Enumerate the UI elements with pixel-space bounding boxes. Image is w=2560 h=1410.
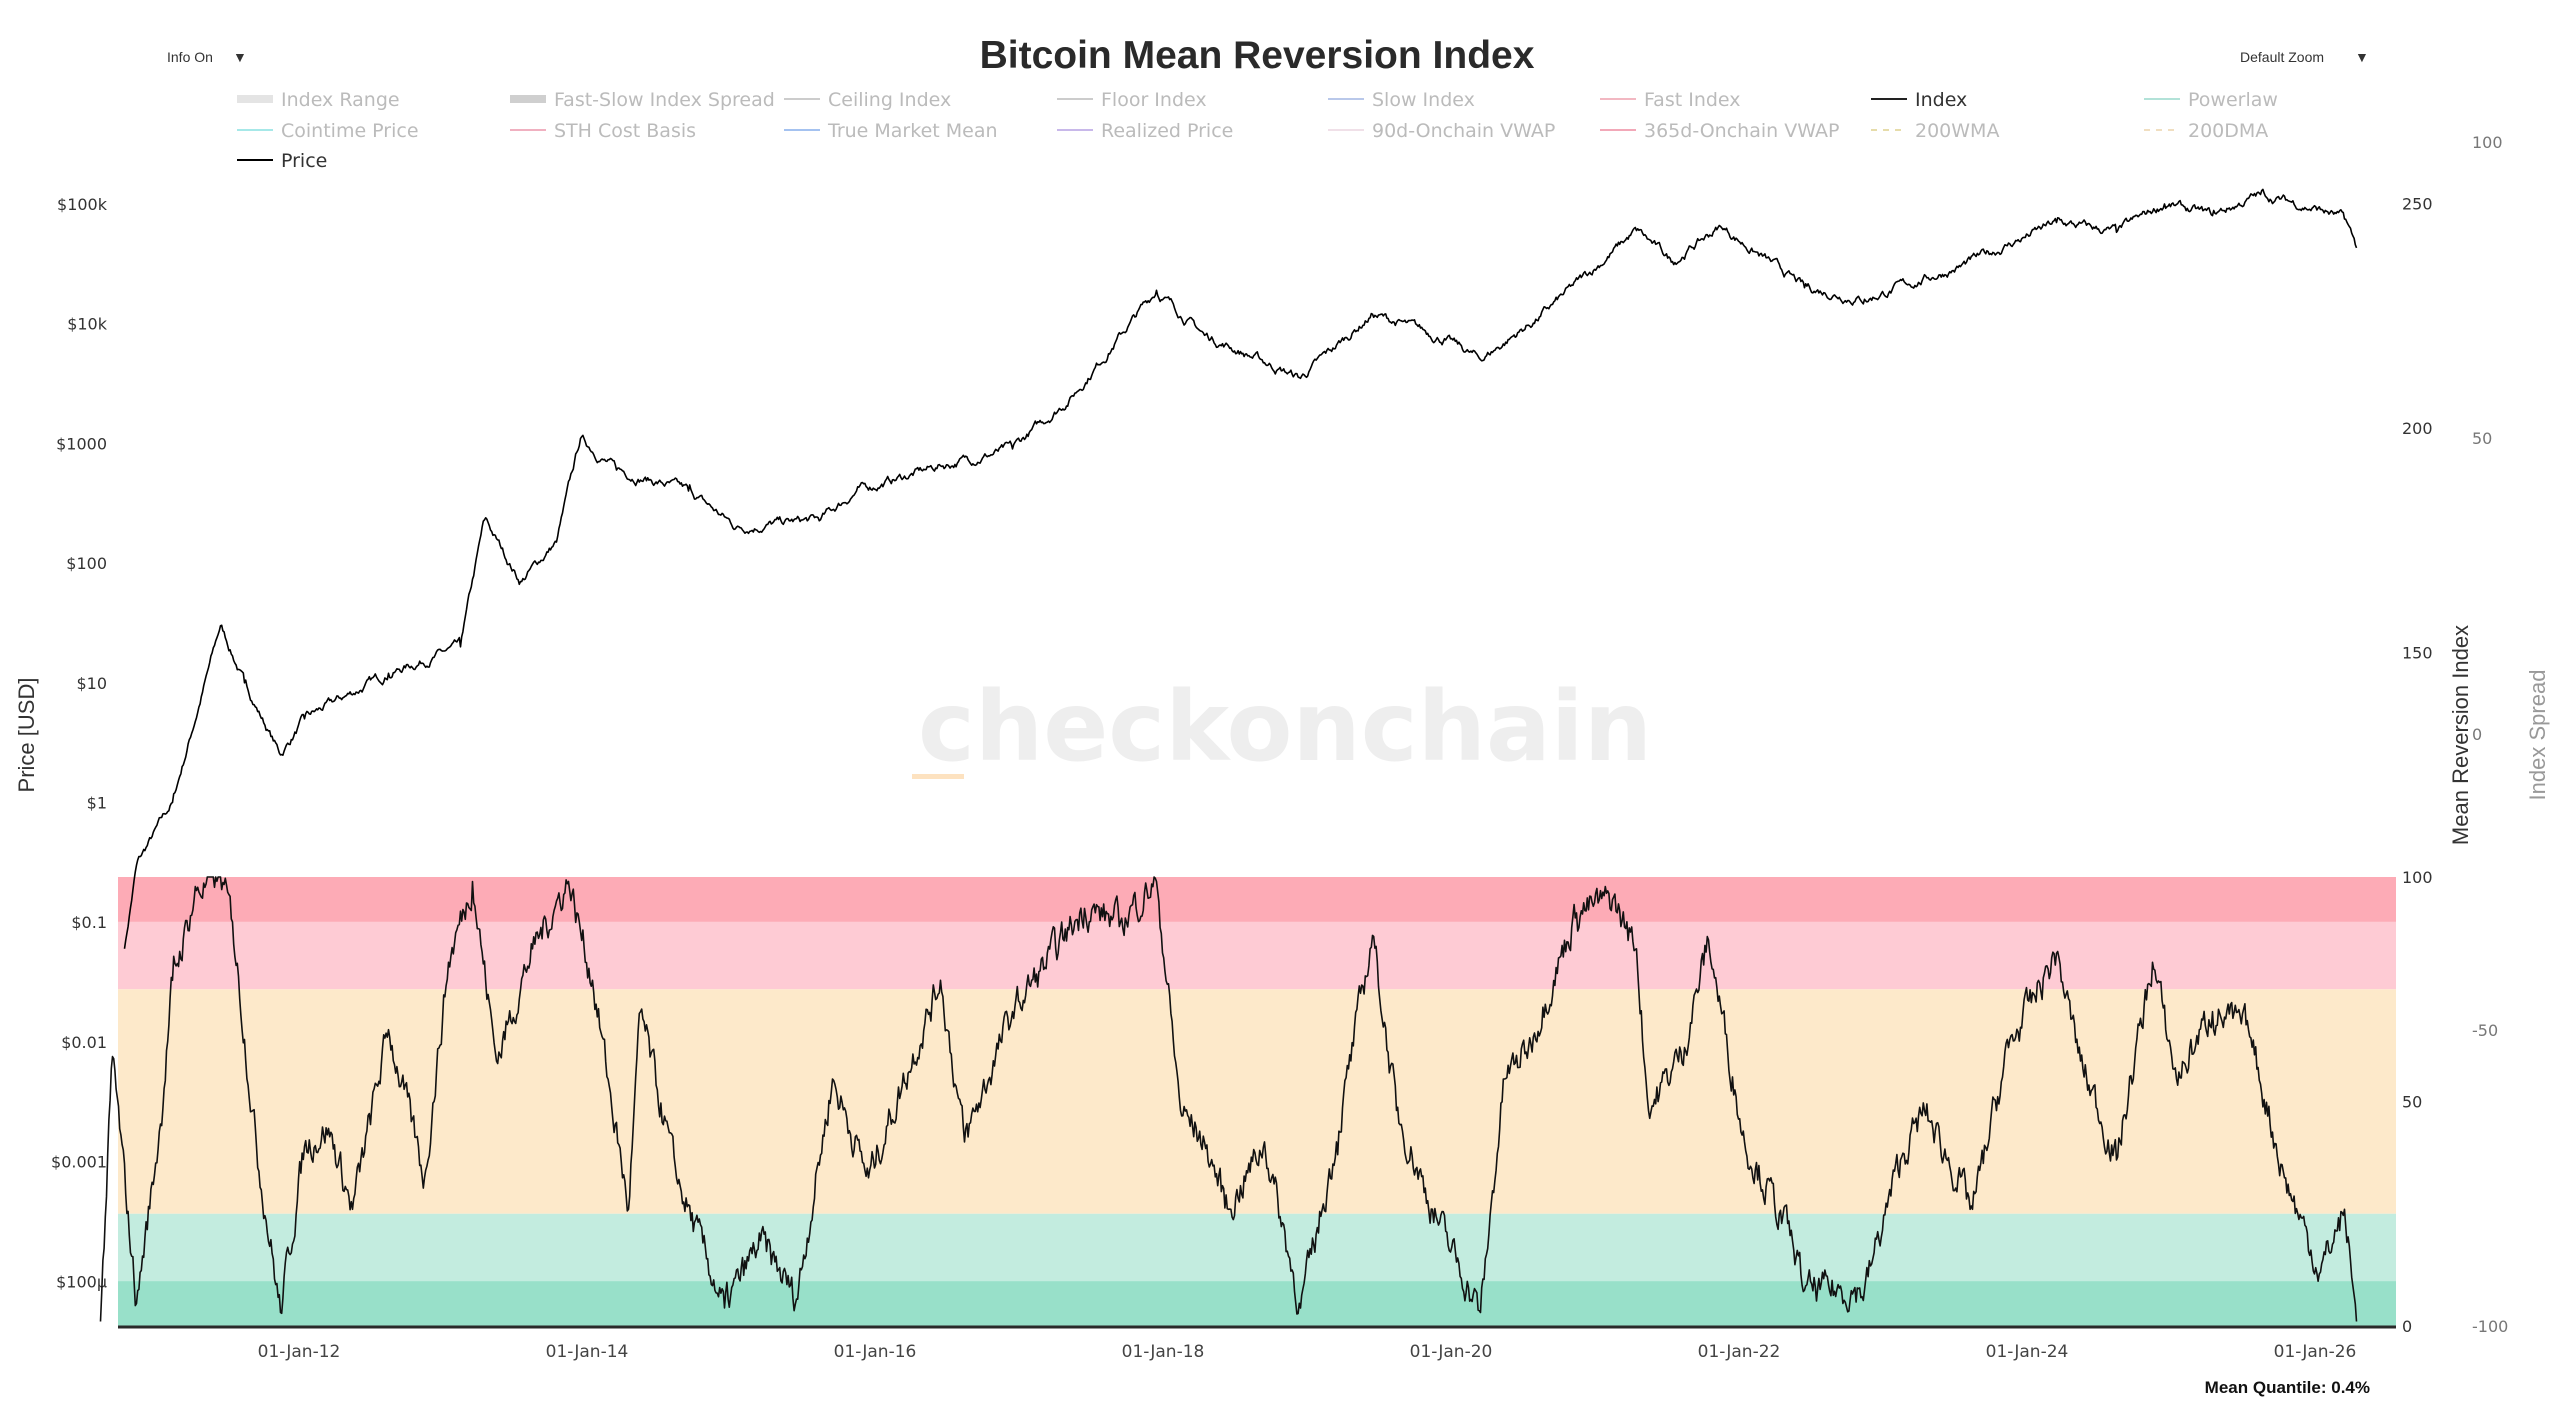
right-tick-label: 200 bbox=[2402, 419, 2433, 438]
left-tick-label: $0.001 bbox=[51, 1153, 107, 1172]
legend-item-floor-index[interactable]: Floor Index bbox=[1057, 89, 1207, 111]
legend-label: Index bbox=[1915, 89, 1967, 111]
band-75-90 bbox=[118, 921, 2396, 990]
left-tick-label: $100 bbox=[66, 554, 107, 573]
legend-item-90d-onchain-vwap[interactable]: 90d-Onchain VWAP bbox=[1328, 120, 1555, 142]
chevron-down-icon: ▼ bbox=[2355, 49, 2369, 65]
legend-label: STH Cost Basis bbox=[554, 120, 696, 142]
info-toggle-dropdown[interactable]: Info On ▼ bbox=[167, 49, 247, 65]
band-10-25 bbox=[118, 1213, 2396, 1282]
band-90-100 bbox=[118, 877, 2396, 922]
legend-label: Realized Price bbox=[1101, 120, 1233, 142]
x-tick-label: 01-Jan-26 bbox=[2274, 1342, 2357, 1362]
x-tick-label: 01-Jan-22 bbox=[1698, 1342, 1781, 1362]
chart-title: Bitcoin Mean Reversion Index bbox=[980, 34, 1535, 77]
price-series-line bbox=[123, 188, 2358, 949]
right-tick-label: 250 bbox=[2402, 195, 2433, 214]
x-tick-label: 01-Jan-16 bbox=[834, 1342, 917, 1362]
left-tick-label: $1 bbox=[87, 794, 107, 813]
left-tick-label: $100µ bbox=[56, 1272, 107, 1291]
zoom-select-dropdown[interactable]: Default Zoom ▼ bbox=[2240, 49, 2369, 65]
left-tick-label: $10 bbox=[76, 674, 107, 693]
info-toggle-label: Info On bbox=[167, 49, 213, 65]
spread-tick-label: -100 bbox=[2472, 1317, 2508, 1336]
spread-tick-label: 0 bbox=[2472, 725, 2482, 744]
spread-tick-label: -50 bbox=[2472, 1021, 2498, 1040]
legend-item-index[interactable]: Index bbox=[1871, 89, 1967, 111]
legend-item-true-market-mean[interactable]: True Market Mean bbox=[784, 120, 998, 142]
legend-label: Powerlaw bbox=[2188, 89, 2278, 111]
legend-label: Index Range bbox=[281, 89, 400, 111]
legend-label: 365d-Onchain VWAP bbox=[1644, 120, 1839, 142]
x-tick-label: 01-Jan-20 bbox=[1410, 1342, 1493, 1362]
band-0-10 bbox=[118, 1281, 2396, 1326]
x-tick-label: 01-Jan-24 bbox=[1986, 1342, 2069, 1362]
legend-item-fast-slow-index-spread[interactable]: Fast-Slow Index Spread bbox=[510, 89, 775, 111]
legend-item-realized-price[interactable]: Realized Price bbox=[1057, 120, 1233, 142]
legend-swatch bbox=[237, 95, 273, 103]
legend-item-cointime-price[interactable]: Cointime Price bbox=[237, 120, 419, 142]
legend-label: Fast-Slow Index Spread bbox=[554, 89, 775, 111]
legend-label: True Market Mean bbox=[827, 120, 998, 142]
legend-label: Slow Index bbox=[1372, 89, 1475, 111]
spread-tick-label: 50 bbox=[2472, 429, 2492, 448]
x-tick-label: 01-Jan-18 bbox=[1122, 1342, 1205, 1362]
index-series-line bbox=[99, 876, 2358, 1322]
legend-item-index-range[interactable]: Index Range bbox=[237, 89, 400, 111]
left-tick-label: $100k bbox=[57, 195, 108, 214]
legend-item-200dma[interactable]: 200DMA bbox=[2144, 120, 2268, 142]
spread-tick-label: 100 bbox=[2472, 133, 2503, 152]
series-layer bbox=[99, 188, 2358, 1322]
legend: Index Range Fast-Slow Index Spread Ceiling… bbox=[237, 89, 2278, 172]
spread-axis-title: Index Spread bbox=[2525, 670, 2550, 801]
band-25-75 bbox=[118, 989, 2396, 1214]
legend-item-powerlaw[interactable]: Powerlaw bbox=[2144, 89, 2278, 111]
left-tick-label: $1000 bbox=[56, 434, 107, 453]
left-tick-label: $0.1 bbox=[71, 913, 107, 932]
legend-item-sth-cost-basis[interactable]: STH Cost Basis bbox=[510, 120, 696, 142]
chevron-down-icon: ▼ bbox=[233, 49, 247, 65]
right-tick-label: 50 bbox=[2402, 1093, 2422, 1112]
left-tick-label: $10k bbox=[67, 315, 108, 334]
right-tick-label: 0 bbox=[2402, 1317, 2412, 1336]
right-tick-label: 100 bbox=[2402, 868, 2433, 887]
legend-swatch bbox=[510, 95, 546, 103]
left-tick-label: $0.01 bbox=[61, 1033, 107, 1052]
legend-label: Cointime Price bbox=[281, 120, 419, 142]
legend-label: Floor Index bbox=[1101, 89, 1207, 111]
legend-label: Ceiling Index bbox=[828, 89, 951, 111]
right-tick-label: 150 bbox=[2402, 644, 2433, 663]
legend-label: 200DMA bbox=[2188, 120, 2268, 142]
legend-item-slow-index[interactable]: Slow Index bbox=[1328, 89, 1475, 111]
legend-item-fast-index[interactable]: Fast Index bbox=[1600, 89, 1741, 111]
watermark-underscore bbox=[912, 774, 964, 779]
legend-item-price[interactable]: Price bbox=[237, 150, 327, 172]
x-tick-label: 01-Jan-14 bbox=[546, 1342, 629, 1362]
right-axis-title: Mean Reversion Index bbox=[2448, 625, 2473, 845]
legend-item-365d-onchain-vwap[interactable]: 365d-Onchain VWAP bbox=[1600, 120, 1839, 142]
mean-quantile-label: Mean Quantile: 0.4% bbox=[2205, 1378, 2370, 1397]
left-axis-title: Price [USD] bbox=[14, 678, 39, 793]
legend-label: 90d-Onchain VWAP bbox=[1372, 120, 1555, 142]
watermark-logo: checkonchain bbox=[918, 671, 1652, 783]
legend-label: Price bbox=[281, 150, 327, 172]
legend-item-ceiling-index[interactable]: Ceiling Index bbox=[784, 89, 951, 111]
legend-item-200wma[interactable]: 200WMA bbox=[1871, 120, 1999, 142]
legend-label: Fast Index bbox=[1644, 89, 1741, 111]
legend-label: 200WMA bbox=[1915, 120, 1999, 142]
x-tick-label: 01-Jan-12 bbox=[258, 1342, 341, 1362]
zoom-select-label: Default Zoom bbox=[2240, 49, 2324, 65]
axes: $100k $10k $1000 $100 $10 $1 $0.1 $0.01 $0.001 $1… bbox=[51, 133, 2508, 1362]
index-zone-bands bbox=[118, 877, 2396, 1326]
